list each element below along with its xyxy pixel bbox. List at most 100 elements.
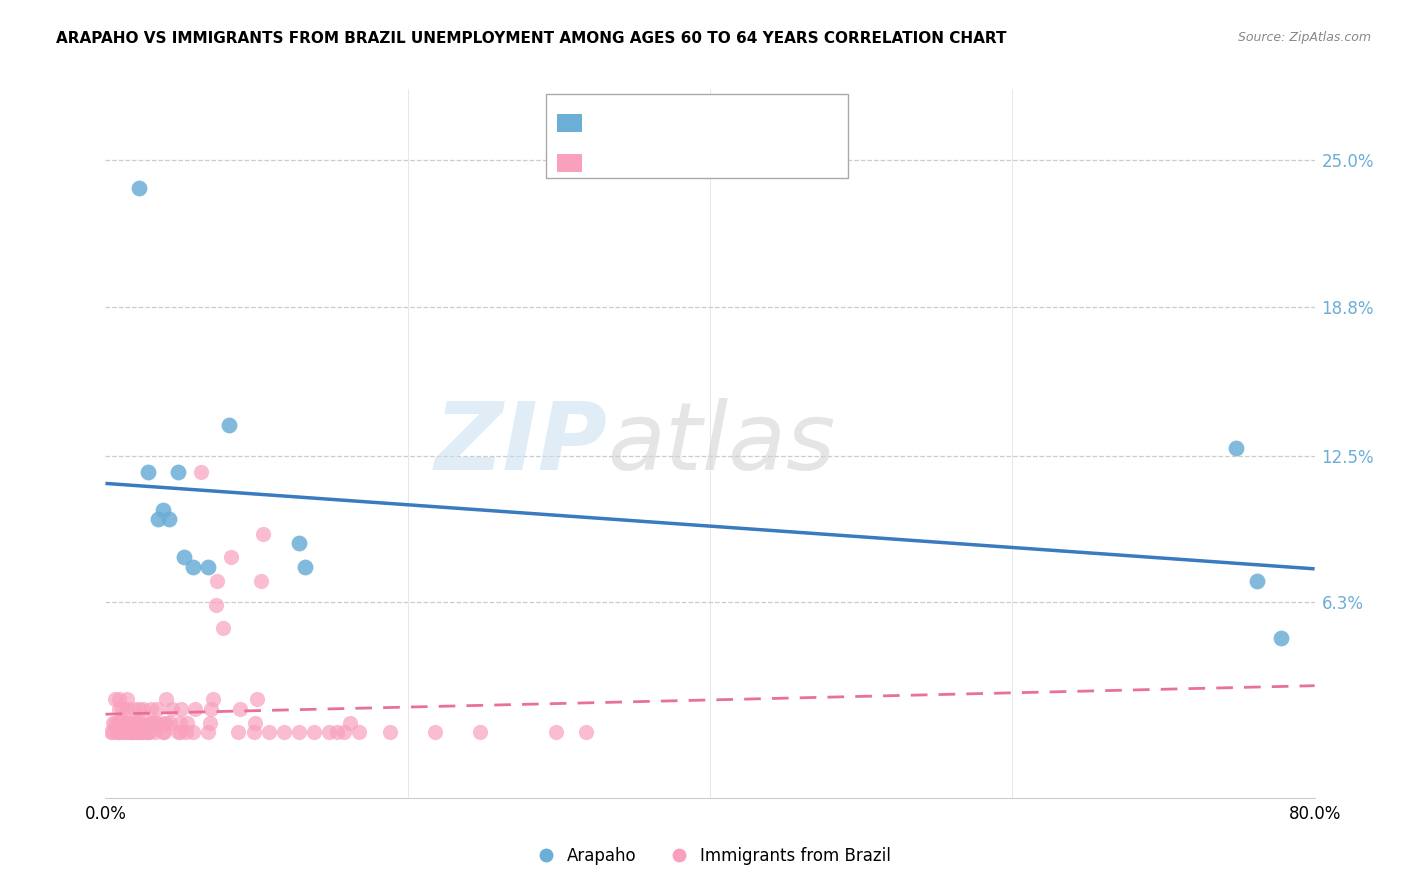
Point [114, 725, 136, 739]
Point [111, 725, 134, 739]
Point [170, 701, 193, 715]
Point [219, 550, 242, 565]
Point [128, 715, 150, 730]
Point [122, 725, 145, 739]
Point [288, 725, 311, 739]
Point [1225, 442, 1247, 456]
Point [218, 417, 240, 432]
Point [103, 692, 125, 706]
Point [107, 725, 129, 739]
Point [111, 701, 134, 715]
Text: Source: ZipAtlas.com: Source: ZipAtlas.com [1237, 31, 1371, 45]
Point [101, 725, 124, 739]
Point [148, 512, 170, 526]
Point [183, 701, 205, 715]
Point [257, 725, 280, 739]
Point [153, 715, 176, 730]
Point [339, 715, 361, 730]
Point [107, 725, 129, 739]
Point [155, 692, 177, 706]
Point [349, 725, 371, 739]
Point [122, 701, 145, 715]
Point [470, 725, 492, 739]
Text: N = 95: N = 95 [716, 148, 783, 166]
Point [139, 701, 162, 715]
Point [120, 725, 142, 739]
Point [288, 536, 311, 550]
Point [136, 465, 159, 479]
Point [201, 692, 224, 706]
Point [115, 715, 138, 730]
Point [173, 550, 195, 565]
Point [128, 181, 150, 195]
Point [333, 725, 356, 739]
Point [135, 725, 157, 739]
Point [169, 715, 191, 730]
Point [143, 715, 166, 730]
Point [250, 574, 273, 588]
Point [138, 725, 160, 739]
Text: R = -0.214: R = -0.214 [593, 109, 699, 127]
Text: N = 15: N = 15 [716, 109, 783, 127]
Point [118, 725, 141, 739]
Point [294, 559, 316, 574]
Point [100, 725, 122, 739]
Point [544, 725, 567, 739]
Point [114, 725, 136, 739]
Point [157, 512, 180, 526]
Point [108, 692, 131, 706]
Point [242, 725, 264, 739]
Point [252, 526, 274, 541]
Point [207, 574, 229, 588]
Text: ZIP: ZIP [434, 398, 607, 490]
Point [115, 701, 138, 715]
Point [167, 725, 190, 739]
Point [108, 701, 131, 715]
Point [108, 715, 131, 730]
Point [325, 725, 347, 739]
Point [136, 725, 159, 739]
Point [378, 725, 401, 739]
Point [152, 503, 174, 517]
Point [204, 598, 226, 612]
Point [155, 715, 177, 730]
Point [153, 725, 176, 739]
Text: R =  0.087: R = 0.087 [593, 148, 697, 166]
Point [146, 715, 169, 730]
Point [127, 725, 149, 739]
Point [197, 559, 219, 574]
Point [131, 725, 153, 739]
Point [127, 725, 149, 739]
Point [152, 725, 174, 739]
Point [131, 715, 153, 730]
Point [176, 715, 198, 730]
Point [1270, 631, 1292, 645]
Point [121, 725, 143, 739]
Point [118, 725, 141, 739]
Point [181, 725, 204, 739]
Point [131, 725, 153, 739]
Point [197, 725, 219, 739]
Point [159, 715, 181, 730]
Point [114, 715, 136, 730]
Point [107, 725, 129, 739]
Text: atlas: atlas [607, 398, 835, 490]
Point [318, 725, 340, 739]
Point [129, 725, 152, 739]
Point [575, 725, 598, 739]
Point [108, 715, 131, 730]
Point [273, 725, 295, 739]
Point [174, 725, 197, 739]
Text: ARAPAHO VS IMMIGRANTS FROM BRAZIL UNEMPLOYMENT AMONG AGES 60 TO 64 YEARS CORRELA: ARAPAHO VS IMMIGRANTS FROM BRAZIL UNEMPL… [56, 31, 1007, 46]
Point [160, 701, 183, 715]
Point [167, 465, 190, 479]
Point [143, 725, 166, 739]
Point [229, 701, 252, 715]
Point [246, 692, 269, 706]
Point [115, 715, 138, 730]
Point [1246, 574, 1268, 588]
Point [190, 465, 212, 479]
Point [139, 715, 162, 730]
Point [115, 692, 138, 706]
Point [169, 725, 191, 739]
